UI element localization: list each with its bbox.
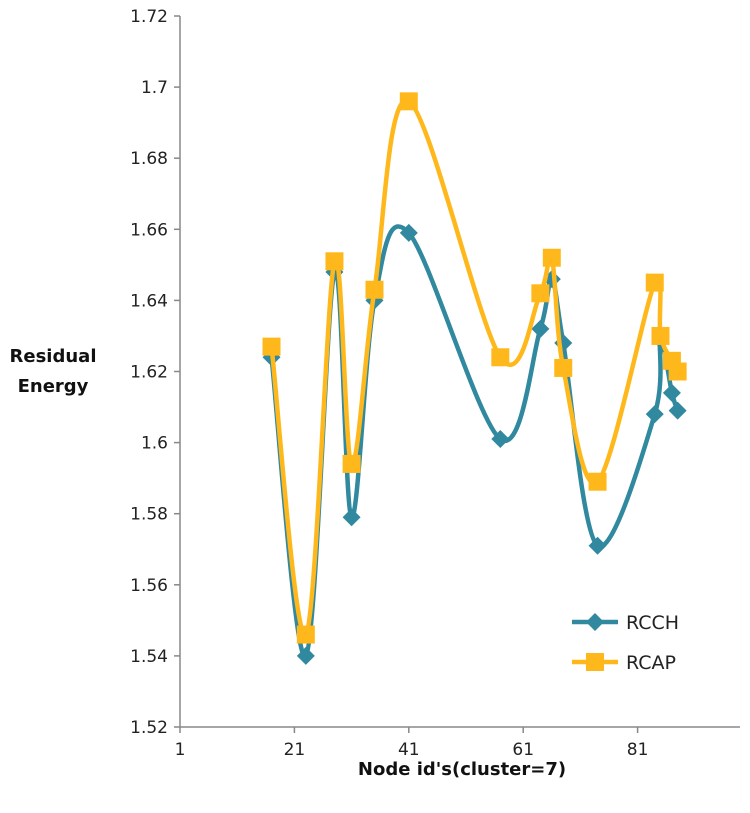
data-point-rcap bbox=[542, 248, 561, 267]
data-point-rcch bbox=[491, 430, 510, 449]
data-point-rcap bbox=[325, 252, 344, 271]
data-point-rcap bbox=[588, 472, 607, 491]
legend-marker bbox=[586, 613, 604, 631]
data-point-rcch bbox=[668, 401, 687, 420]
y-tick-label: 1.66 bbox=[130, 220, 168, 240]
data-point-rcap bbox=[645, 273, 664, 292]
x-tick-label: 61 bbox=[512, 740, 534, 760]
y-tick-label: 1.6 bbox=[141, 434, 168, 454]
x-tick-label: 81 bbox=[627, 740, 649, 760]
data-point-rcch bbox=[399, 223, 418, 242]
data-point-rcap bbox=[554, 358, 573, 377]
x-axis-label: Node id's(cluster=7) bbox=[358, 759, 566, 780]
data-point-rcap bbox=[365, 280, 384, 299]
data-point-rcap bbox=[491, 348, 510, 367]
y-tick-label: 1.56 bbox=[130, 576, 168, 596]
y-tick-label: 1.52 bbox=[130, 718, 168, 738]
data-point-rcch bbox=[662, 383, 681, 402]
data-point-rcap bbox=[296, 625, 315, 644]
legend-marker bbox=[586, 653, 604, 671]
legend-item-rcch: RCCH bbox=[572, 612, 679, 634]
data-point-rcap bbox=[262, 337, 281, 356]
data-point-rcap bbox=[651, 326, 670, 345]
y-axis-label-line-2: Energy bbox=[18, 376, 89, 397]
legend-label: RCAP bbox=[626, 652, 676, 674]
legend-label: RCCH bbox=[626, 612, 679, 634]
y-tick-label: 1.58 bbox=[130, 505, 168, 525]
y-tick-label: 1.54 bbox=[130, 647, 168, 667]
x-tick-label: 1 bbox=[175, 740, 186, 760]
legend-item-rcap: RCAP bbox=[572, 652, 676, 674]
series-line-rcap bbox=[269, 98, 680, 637]
y-tick-label: 1.72 bbox=[130, 7, 168, 27]
data-point-rcch bbox=[588, 536, 607, 555]
y-tick-label: 1.7 bbox=[141, 78, 168, 98]
data-point-rcch bbox=[296, 646, 315, 665]
y-tick-label: 1.64 bbox=[130, 291, 168, 311]
y-axis-label-line-1: Residual bbox=[10, 346, 97, 367]
series-rcap bbox=[262, 92, 687, 644]
data-point-rcch bbox=[531, 319, 550, 338]
y-tick-label: 1.68 bbox=[130, 149, 168, 169]
data-point-rcap bbox=[399, 92, 418, 111]
x-tick-label: 41 bbox=[398, 740, 420, 760]
data-point-rcch bbox=[342, 508, 361, 527]
data-point-rcap bbox=[668, 362, 687, 381]
data-point-rcap bbox=[342, 454, 361, 473]
data-point-rcap bbox=[531, 284, 550, 303]
x-tick-label: 21 bbox=[284, 740, 306, 760]
y-tick-label: 1.62 bbox=[130, 363, 168, 383]
data-point-rcch bbox=[645, 405, 664, 424]
